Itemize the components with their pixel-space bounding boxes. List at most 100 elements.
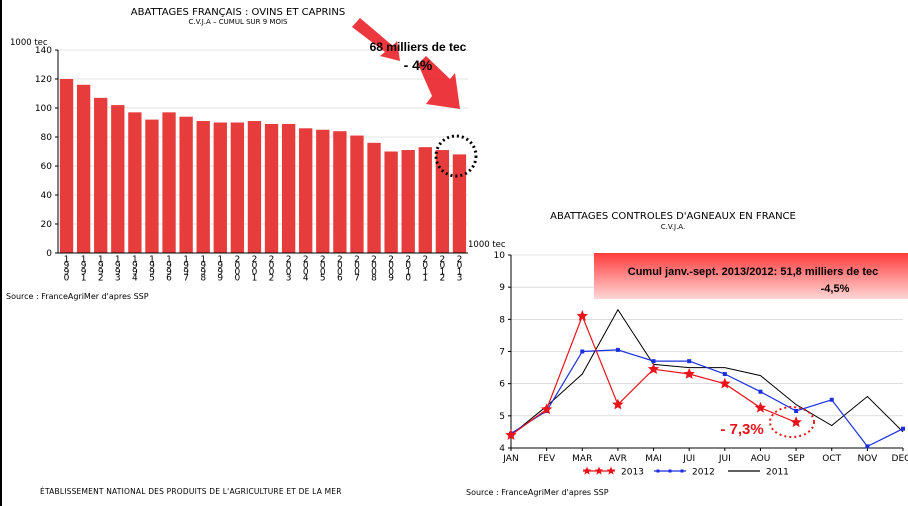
bar-y-tick-label: 140 — [35, 46, 52, 56]
cumul-callout-line2: -4,5% — [821, 283, 850, 295]
left-border-rule — [0, 0, 2, 506]
point-2012-jui — [722, 372, 727, 377]
line-x-tick-label-jui: JUI — [682, 454, 695, 464]
line-chart: ABATTAGES CONTROLES D'AGNEAUX EN FRANCE … — [466, 211, 908, 497]
point-2013-aou — [754, 401, 767, 413]
point-2012-avr — [615, 347, 620, 352]
bar-chart-y-unit: 1000 tec — [10, 38, 48, 48]
point-2013-mai — [647, 363, 660, 374]
point-2013-mar — [576, 310, 588, 321]
bar-y-tick-label: 120 — [35, 75, 52, 85]
bar-1991 — [76, 84, 91, 253]
point-2013-jui — [719, 377, 731, 389]
point-2013-avr — [612, 398, 624, 410]
line-y-tick-label: 6 — [499, 380, 505, 390]
bar-1992 — [94, 97, 108, 253]
point-2012-oct — [829, 397, 834, 402]
line-x-tick-label-oct: OCT — [822, 454, 841, 464]
line-x-tick-label-jan: JAN — [502, 454, 518, 464]
bar-1998 — [196, 121, 210, 253]
bar-2003 — [281, 123, 296, 253]
bar-2004 — [299, 128, 313, 253]
bar-1999 — [213, 122, 227, 253]
legend-square-icon — [656, 469, 660, 473]
bar-2008 — [367, 142, 381, 253]
legend-star-icon — [594, 466, 604, 475]
point-2012-aou — [758, 389, 763, 394]
line-y-tick-label: 8 — [499, 315, 505, 325]
legend-star-icon — [606, 466, 616, 475]
bar-chart: ABATTAGES FRANÇAIS : OVINS ET CAPRINS C.… — [6, 7, 478, 301]
bar-1997 — [179, 116, 193, 253]
september-change-annotation: - 7,3% — [720, 421, 763, 438]
bar-y-tick-label: 20 — [41, 220, 53, 230]
line-chart-subtitle: C.V.J.A. — [661, 223, 685, 231]
line-x-tick-label-dec: DEC — [892, 454, 908, 464]
point-2013-jui — [683, 368, 695, 379]
bar-chart-subtitle: C.V.J.A – CUMUL SUR 9 MOIS — [189, 18, 289, 26]
line-chart-title: ABATTAGES CONTROLES D'AGNEAUX EN FRANCE — [550, 211, 796, 222]
bar-y-tick-label: 40 — [41, 191, 53, 201]
bar-1994 — [128, 112, 142, 253]
bar-2012 — [435, 150, 450, 253]
bar-2007 — [350, 135, 364, 253]
bar-chart-source: Source : FranceAgriMer d'apres SSP — [6, 292, 149, 301]
footer-institution: ÉTABLISSEMENT NATIONAL DES PRODUITS DE L… — [40, 487, 342, 496]
line-x-tick-label-fev: FEV — [538, 454, 556, 464]
point-2013-fev — [540, 403, 553, 415]
point-2012-dec — [901, 426, 905, 431]
point-2012-mai — [651, 359, 656, 364]
bar-1995 — [145, 119, 159, 253]
series-line-2012 — [510, 349, 904, 448]
bar-annotation-change: - 4% — [404, 57, 433, 73]
legend-label-2013: 2013 — [621, 468, 644, 478]
bar-2001 — [247, 121, 262, 253]
bar-1993 — [111, 105, 125, 253]
point-2013-jan — [505, 429, 517, 440]
bar-annotation-volume: 68 milliers de tec — [370, 40, 467, 54]
bar-2011 — [418, 147, 432, 253]
bar-y-tick-label: 60 — [41, 162, 53, 172]
line-x-tick-label-mar: MAR — [572, 454, 592, 464]
line-x-tick-label-sep: SEP — [788, 454, 805, 464]
line-y-tick-label: 4 — [499, 444, 505, 454]
trend-arrow-icon — [352, 18, 460, 109]
bar-2006 — [333, 131, 347, 253]
bar-y-tick-label: 80 — [41, 133, 53, 143]
line-y-tick-label: 7 — [499, 348, 505, 358]
legend-label-2012: 2012 — [692, 468, 715, 478]
legend-square-icon — [668, 469, 672, 473]
highlight-ellipse-sep — [769, 406, 815, 438]
bar-chart-title: ABATTAGES FRANÇAIS : OVINS ET CAPRINS — [131, 7, 345, 18]
bar-2002 — [264, 123, 279, 253]
highlight-circle-2013 — [434, 134, 478, 178]
cumul-callout-line1: Cumul janv.-sept. 2013/2012: 51,8 millie… — [628, 266, 878, 278]
legend-star-icon — [582, 466, 592, 475]
bar-y-tick-label: 0 — [46, 249, 52, 259]
point-2012-nov — [865, 444, 870, 449]
line-y-tick-label: 9 — [499, 283, 505, 293]
legend-label-2011: 2011 — [766, 468, 789, 478]
